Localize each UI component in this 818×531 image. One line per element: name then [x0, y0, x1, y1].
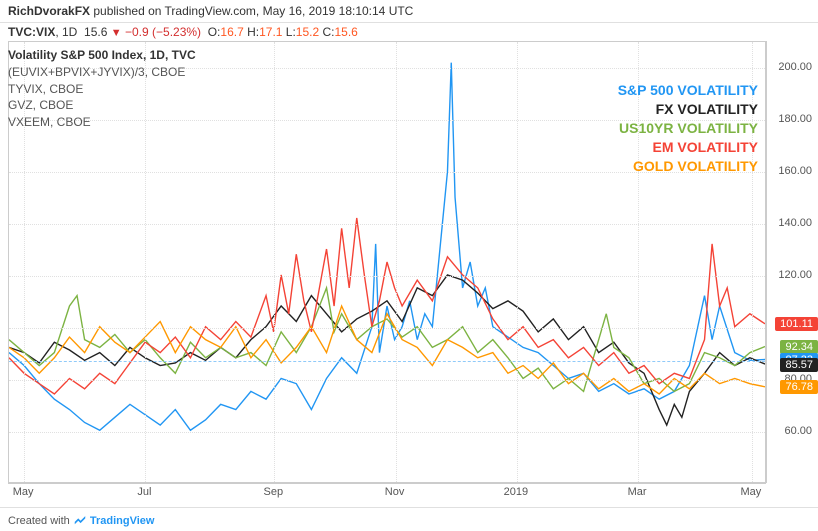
author-name: RichDvorakFX — [8, 4, 90, 18]
info-line: VXEEM, CBOE — [8, 114, 196, 131]
footer: Created with TradingView — [0, 507, 818, 531]
series-line — [9, 288, 765, 392]
last-price: 15.6 — [84, 25, 107, 39]
down-arrow-icon: ▼ — [111, 27, 122, 39]
x-tick-label: Jul — [137, 486, 151, 498]
price-change: −0.9 — [125, 25, 149, 39]
symbol-label: TVC:VIX — [8, 25, 55, 39]
series-line — [9, 275, 765, 425]
x-tick-label: Mar — [628, 486, 647, 498]
publish-text: published on TradingView.com, — [90, 4, 263, 18]
y-tick-label: 160.00 — [778, 165, 812, 177]
info-line: GVZ, CBOE — [8, 97, 196, 114]
x-tick-label: May — [13, 486, 34, 498]
h-gridline — [9, 328, 765, 329]
legend-item: GOLD VOLATILITY — [618, 157, 758, 176]
publish-header: RichDvorakFX published on TradingView.co… — [0, 0, 818, 23]
info-line: TYVIX, CBOE — [8, 81, 196, 98]
publish-date: May 16, 2019 18:10:14 UTC — [263, 4, 414, 18]
y-tick-label: 140.00 — [778, 217, 812, 229]
footer-brand: TradingView — [90, 515, 155, 527]
y-tick-label: 180.00 — [778, 113, 812, 125]
price-tag: 85.57 — [780, 358, 818, 372]
ohlc-close: 15.6 — [335, 25, 358, 39]
chart-info-panel: Volatility S&P 500 Index, 1D, TVC (EUVIX… — [8, 47, 196, 131]
x-axis: May Jul Sep Nov 2019 Mar May — [8, 483, 766, 503]
footer-text: Created with — [8, 515, 73, 527]
interval-label: , 1D — [55, 25, 77, 39]
ohlc-high: 17.1 — [259, 25, 282, 39]
chart-legend: S&P 500 VOLATILITYFX VOLATILITYUS10YR VO… — [618, 81, 758, 175]
chart-container: Volatility S&P 500 Index, 1D, TVC (EUVIX… — [0, 41, 818, 511]
y-tick-label: 200.00 — [778, 61, 812, 73]
legend-item: EM VOLATILITY — [618, 138, 758, 157]
v-gridline — [396, 42, 397, 482]
legend-item: US10YR VOLATILITY — [618, 119, 758, 138]
h-gridline — [9, 276, 765, 277]
h-gridline — [9, 224, 765, 225]
x-tick-label: May — [740, 486, 761, 498]
legend-item: S&P 500 VOLATILITY — [618, 81, 758, 100]
v-gridline — [274, 42, 275, 482]
price-tag: 76.78 — [780, 380, 818, 394]
x-tick-label: Sep — [264, 486, 284, 498]
ohlc-open: 16.7 — [220, 25, 243, 39]
ohlc-low: 15.2 — [296, 25, 319, 39]
chart-title: Volatility S&P 500 Index, 1D, TVC — [8, 47, 196, 64]
price-change-pct: (−5.23%) — [152, 25, 201, 39]
tradingview-logo-icon — [73, 512, 87, 526]
h-gridline — [9, 432, 765, 433]
x-tick-label: Nov — [385, 486, 405, 498]
y-axis: 60.0080.00100.00120.00140.00160.00180.00… — [766, 41, 818, 483]
legend-item: FX VOLATILITY — [618, 100, 758, 119]
y-tick-label: 60.00 — [784, 425, 812, 437]
y-tick-label: 120.00 — [778, 269, 812, 281]
info-line: (EUVIX+BPVIX+JYVIX)/3, CBOE — [8, 64, 196, 81]
reference-line — [9, 361, 765, 362]
price-tag: 92.34 — [780, 340, 818, 354]
x-tick-label: 2019 — [504, 486, 528, 498]
price-tag: 101.11 — [775, 317, 818, 331]
v-gridline — [517, 42, 518, 482]
ohlc-bar: TVC:VIX, 1D 15.6 ▼ −0.9 (−5.23%) O:16.7 … — [0, 23, 818, 41]
h-gridline — [9, 380, 765, 381]
